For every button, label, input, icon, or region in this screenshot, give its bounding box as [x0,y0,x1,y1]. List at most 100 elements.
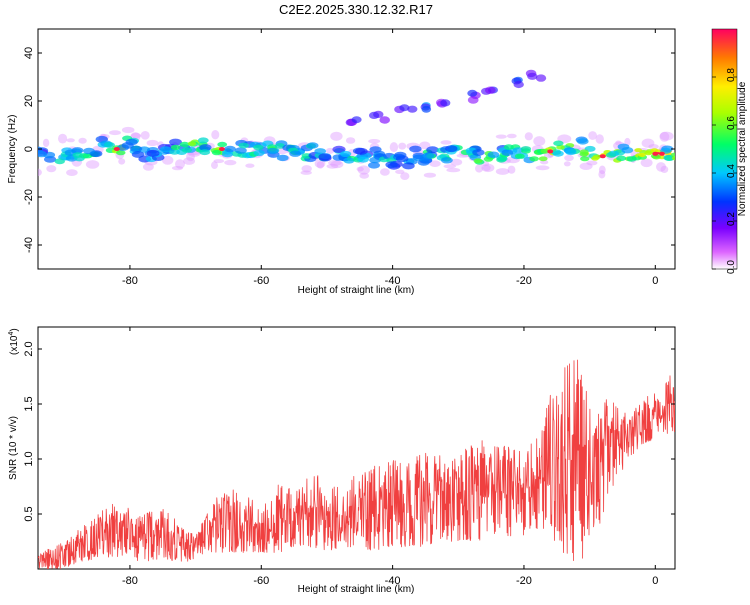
spectrogram-halo [301,165,312,173]
y-tick-label: -20 [23,189,35,205]
y-tick-label: 40 [23,47,35,59]
spectrogram-halo [648,144,659,150]
main-band-blob [332,145,346,153]
main-band-blob [369,146,382,154]
spectrogram-halo [66,138,75,143]
main-band-blob [181,147,193,153]
spectrogram-halo [131,132,142,139]
spectrogram-halo [507,165,516,174]
spectrogram-halo [330,131,343,141]
main-band-blob [357,156,369,163]
main-band-blob [38,150,48,158]
x-tick-label: -80 [122,275,138,287]
snr-panel: -80 -60 -40 -20 0 0.5 1.0 1.5 2.0 Height of stra… [8,326,676,595]
x-tick-label: 0 [652,275,658,287]
spectrogram-halo [300,170,312,175]
main-band-blob [503,144,514,150]
main-band-blob [553,140,564,147]
spectrogram-halo [579,162,593,170]
harmonic-band-blob [513,80,524,89]
spectrogram-halo [46,165,57,173]
spectrogram-halo [38,168,42,177]
x-tick-label: -40 [385,275,401,287]
main-band-blob [426,146,439,154]
spectrogram-halo [656,162,666,172]
y-tick-label: -40 [23,237,35,253]
spectrogram-halo [598,165,606,175]
spectrogram-halo [85,160,100,169]
spectrogram-halo [224,159,237,166]
spectrogram-halo [171,166,184,171]
main-band-blob [217,141,228,148]
spectrogram-halo [109,130,121,136]
spectrogram-halo [314,159,326,168]
spectrogram-halo [359,172,370,179]
spectrogram-halo [398,142,407,150]
y-tick-label: 0 [23,146,35,152]
main-band-blob [487,151,500,158]
spectrogram-halo [356,166,364,172]
spectrogram-halo [183,157,196,165]
spectrogram-halo [368,139,381,144]
spectrogram-halo [659,131,674,141]
colorbar: 0.0 0.2 0.4 0.6 0.8 Normalized spectral ampl… [711,28,748,274]
y-tick-label: 1.5 [23,396,35,411]
harmonic-band-blob [527,72,538,80]
snr-xlabel: Height of straight line (km) [298,584,415,595]
spectrogram-halo [245,163,255,168]
svg-text:(x104): (x104) [8,328,20,355]
spectrogram-halo [482,164,491,171]
main-band-blob [169,138,182,146]
main-band-blob [125,138,138,146]
spectrogram-halo [535,165,550,171]
main-band-blob [634,148,642,153]
spectrogram-halo [328,159,342,166]
spectrogram-halo [395,169,405,174]
spectrogram-panel: -80 -60 -40 -20 0 -40 -20 0 20 40 Height of strai… [7,28,676,296]
colorbar-tick-label: 0.6 [726,116,737,130]
main-band-blob [146,149,160,157]
main-band-blob [605,152,617,158]
y-tick-label: 1.0 [23,451,35,466]
spectrogram-halo [121,126,135,134]
spectrogram-halo [475,164,484,173]
main-band-blob [368,162,380,169]
spectrogram-halo [58,133,68,144]
spectrogram-halo [429,160,441,167]
peak-point [658,151,665,156]
main-band-blob [422,152,435,159]
snr-scale-label: (x104) [8,328,20,355]
harmonic-band-blob [379,116,391,124]
spectrogram-halo [506,133,517,139]
spectrogram-halo [389,142,399,153]
spectrogram-halo [419,141,431,150]
spectrogram-halo [146,139,159,147]
main-band-blob [409,145,422,153]
main-band-blob [441,157,453,164]
main-band-blob [514,153,525,159]
main-band-blob [552,150,564,157]
main-band-blob [289,150,302,157]
main-band-blob [116,150,126,156]
spectrogram-halo [42,138,50,148]
main-band-blob [591,156,600,161]
main-band-blob [343,157,355,164]
main-band-blob [671,155,675,161]
peak-point [652,151,659,156]
colorbar-tick-label: 0.2 [726,212,737,226]
main-band-blob [82,153,93,159]
peak-point [113,147,120,151]
colorbar-tick-label: 0.4 [726,164,737,178]
main-band-blob [221,151,233,158]
main-band-blob [130,145,143,153]
spectrogram-ylabel: Frequency (Hz) [7,115,18,184]
figure-title: C2E2.2025.330.12.32.R17 [279,2,433,17]
main-band-blob [617,143,630,150]
colorbar-gradient [711,28,738,270]
spectrogram-halo [211,130,220,140]
harmonic-band-blob [467,89,478,97]
spectrogram-halo [563,161,571,167]
main-band-blob [159,146,172,153]
spectrogram-halo [481,163,495,173]
